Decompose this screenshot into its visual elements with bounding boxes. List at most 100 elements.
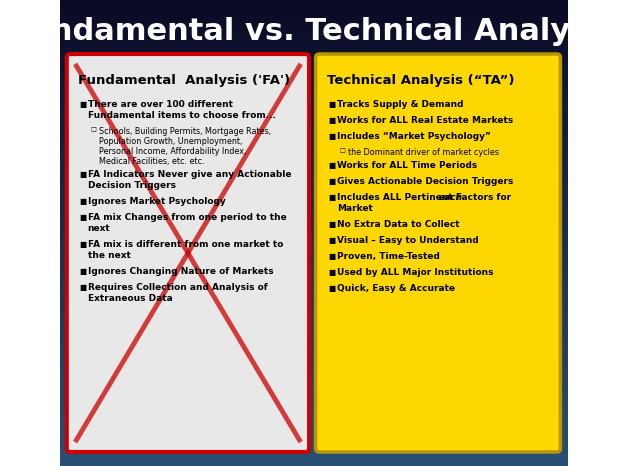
Bar [60, 415, 568, 417]
Bar [60, 433, 568, 436]
Text: Fundamental vs. Technical Analysis: Fundamental vs. Technical Analysis [11, 16, 617, 46]
Bar [60, 5, 568, 7]
Bar [60, 112, 568, 114]
Bar [60, 354, 568, 356]
Bar [60, 177, 568, 179]
Bar [60, 149, 568, 151]
Bar [60, 35, 568, 37]
Bar [60, 259, 568, 261]
Text: the Dominant driver of market cycles: the Dominant driver of market cycles [348, 148, 499, 157]
Bar [60, 49, 568, 51]
Text: Decision Triggers: Decision Triggers [88, 181, 176, 190]
Bar [60, 242, 568, 245]
Text: ■: ■ [328, 193, 336, 202]
Bar [60, 301, 568, 303]
Bar [60, 165, 568, 168]
Bar [60, 252, 568, 254]
Bar [60, 14, 568, 16]
Text: ■: ■ [328, 100, 336, 109]
Bar [60, 163, 568, 165]
Bar [60, 233, 568, 235]
Bar [60, 347, 568, 350]
Bar [60, 424, 568, 426]
Bar [60, 75, 568, 77]
Bar [60, 231, 568, 233]
Bar [60, 296, 568, 298]
Bar [60, 370, 568, 373]
Text: Proven, Time-Tested: Proven, Time-Tested [337, 252, 440, 261]
Bar [60, 384, 568, 387]
Text: the next: the next [88, 251, 131, 260]
Bar [60, 287, 568, 289]
Bar [60, 277, 568, 280]
Bar [60, 144, 568, 147]
Bar [60, 98, 568, 100]
Bar [60, 280, 568, 282]
Text: Quick, Easy & Accurate: Quick, Easy & Accurate [337, 284, 455, 293]
Bar [60, 410, 568, 412]
Bar [60, 158, 568, 161]
Bar [60, 263, 568, 266]
Bar [60, 405, 568, 408]
Text: ■: ■ [328, 220, 336, 229]
Text: next: next [88, 224, 111, 233]
Bar [60, 30, 568, 33]
Bar [60, 103, 568, 105]
Bar [60, 350, 568, 352]
Bar [60, 221, 568, 224]
Bar [60, 200, 568, 203]
Text: Personal Income, Affordability Index,: Personal Income, Affordability Index, [99, 147, 246, 156]
Bar [60, 151, 568, 154]
Bar [60, 452, 568, 454]
Bar [60, 114, 568, 116]
Bar [60, 422, 568, 424]
Bar [60, 336, 568, 338]
Bar [60, 298, 568, 301]
Bar [60, 214, 568, 217]
Bar [60, 70, 568, 72]
Text: Includes ALL Pertinent Factors for: Includes ALL Pertinent Factors for [337, 193, 514, 202]
Bar [60, 137, 568, 140]
Text: Requires Collection and Analysis of: Requires Collection and Analysis of [88, 283, 268, 292]
Bar [60, 310, 568, 312]
Bar [60, 398, 568, 401]
Bar [60, 356, 568, 359]
Bar [60, 182, 568, 184]
Bar [60, 168, 568, 170]
Bar [60, 79, 568, 82]
Bar [60, 224, 568, 226]
Bar [60, 170, 568, 172]
Text: ■: ■ [328, 284, 336, 293]
Text: Visual – Easy to Understand: Visual – Easy to Understand [337, 236, 479, 245]
Bar [60, 443, 568, 445]
Bar [60, 210, 568, 212]
Bar [60, 126, 568, 128]
Text: Ignores Market Psychology: Ignores Market Psychology [88, 197, 225, 206]
Bar [60, 305, 568, 308]
Bar [60, 21, 568, 23]
Text: Medical Facilities, etc. etc.: Medical Facilities, etc. etc. [99, 157, 205, 166]
Bar [60, 361, 568, 363]
Bar [60, 359, 568, 361]
Bar [60, 464, 568, 466]
Bar [60, 186, 568, 189]
Bar [60, 56, 568, 58]
Bar [60, 240, 568, 242]
Bar [60, 61, 568, 63]
Bar [60, 28, 568, 30]
Text: There are over 100 different: There are over 100 different [88, 100, 233, 109]
Text: No Extra Data to Collect: No Extra Data to Collect [337, 220, 459, 229]
Bar [60, 203, 568, 205]
Text: FA mix is different from one market to: FA mix is different from one market to [88, 240, 283, 249]
Text: Population Growth, Unemployment,: Population Growth, Unemployment, [99, 137, 242, 146]
Bar [60, 128, 568, 130]
Bar [60, 91, 568, 93]
Text: FA Indicators Never give any Actionable: FA Indicators Never give any Actionable [88, 170, 291, 179]
Bar [60, 377, 568, 380]
Text: Works for ALL Real Estate Markets: Works for ALL Real Estate Markets [337, 116, 513, 125]
Bar [60, 419, 568, 422]
Bar [60, 387, 568, 389]
Bar [60, 284, 568, 287]
Bar [60, 207, 568, 210]
Bar [60, 256, 568, 259]
